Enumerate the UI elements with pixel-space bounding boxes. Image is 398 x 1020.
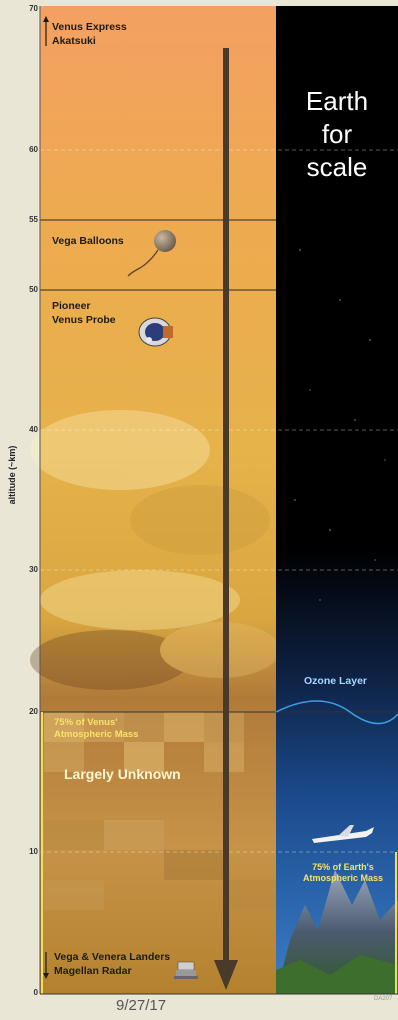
- venus-mass-line2: Atmospheric Mass: [54, 729, 139, 740]
- earth-mass-line1: 75% of Earth's: [312, 862, 374, 872]
- balloon-icon: [154, 230, 176, 252]
- bottom-arrowhead: [43, 973, 49, 979]
- tick-label: 50: [29, 285, 38, 294]
- descent-arrowhead: [214, 960, 238, 990]
- tick-label: 70: [29, 4, 38, 13]
- tick-label: 60: [29, 145, 38, 154]
- tick-label: 10: [29, 847, 38, 856]
- earth-title-line3: scale: [306, 152, 368, 182]
- tick-label: 20: [29, 707, 38, 716]
- probe-icon: [138, 317, 173, 347]
- boundary-lines: [40, 219, 398, 713]
- label-largely-unknown: Largely Unknown: [64, 766, 181, 782]
- tick-label: 40: [29, 425, 38, 434]
- ozone-curve: [275, 700, 398, 725]
- venus-mass-line1: 75% of Venus': [54, 717, 118, 728]
- label-magellan-radar: Magellan Radar: [54, 965, 132, 977]
- venus-clouds: [30, 410, 280, 690]
- airplane-icon: [312, 825, 374, 843]
- tick-label: 0: [33, 988, 38, 997]
- label-venus-express: Venus Express: [52, 21, 127, 33]
- label-akatsuki: Akatsuki: [52, 35, 96, 47]
- earth-atmosphere: [276, 6, 398, 994]
- label-vega-balloons: Vega Balloons: [52, 235, 124, 247]
- lander-icon: [174, 961, 198, 979]
- tick-label: 55: [29, 215, 38, 224]
- y-axis-label: altitude (~km): [7, 445, 17, 505]
- balloon-tether: [127, 249, 159, 277]
- top-arrowhead: [43, 16, 49, 22]
- footer-date: 9/27/17: [116, 997, 167, 1014]
- gridlines: [40, 149, 398, 853]
- earth-title-line2: for: [321, 119, 353, 149]
- label-venus-probe: Venus Probe: [52, 314, 116, 326]
- grass: [276, 955, 398, 994]
- label-ozone-layer: Ozone Layer: [304, 675, 368, 687]
- label-pioneer: Pioneer: [52, 300, 91, 312]
- image-credit: DA207: [374, 996, 393, 1002]
- stars: [294, 249, 386, 601]
- tick-label: 30: [29, 565, 38, 574]
- earth-title-line1: Earth: [305, 86, 369, 116]
- label-vega-venera-landers: Vega & Venera Landers: [54, 951, 171, 963]
- earth-mass-line2: Atmospheric Mass: [302, 873, 384, 883]
